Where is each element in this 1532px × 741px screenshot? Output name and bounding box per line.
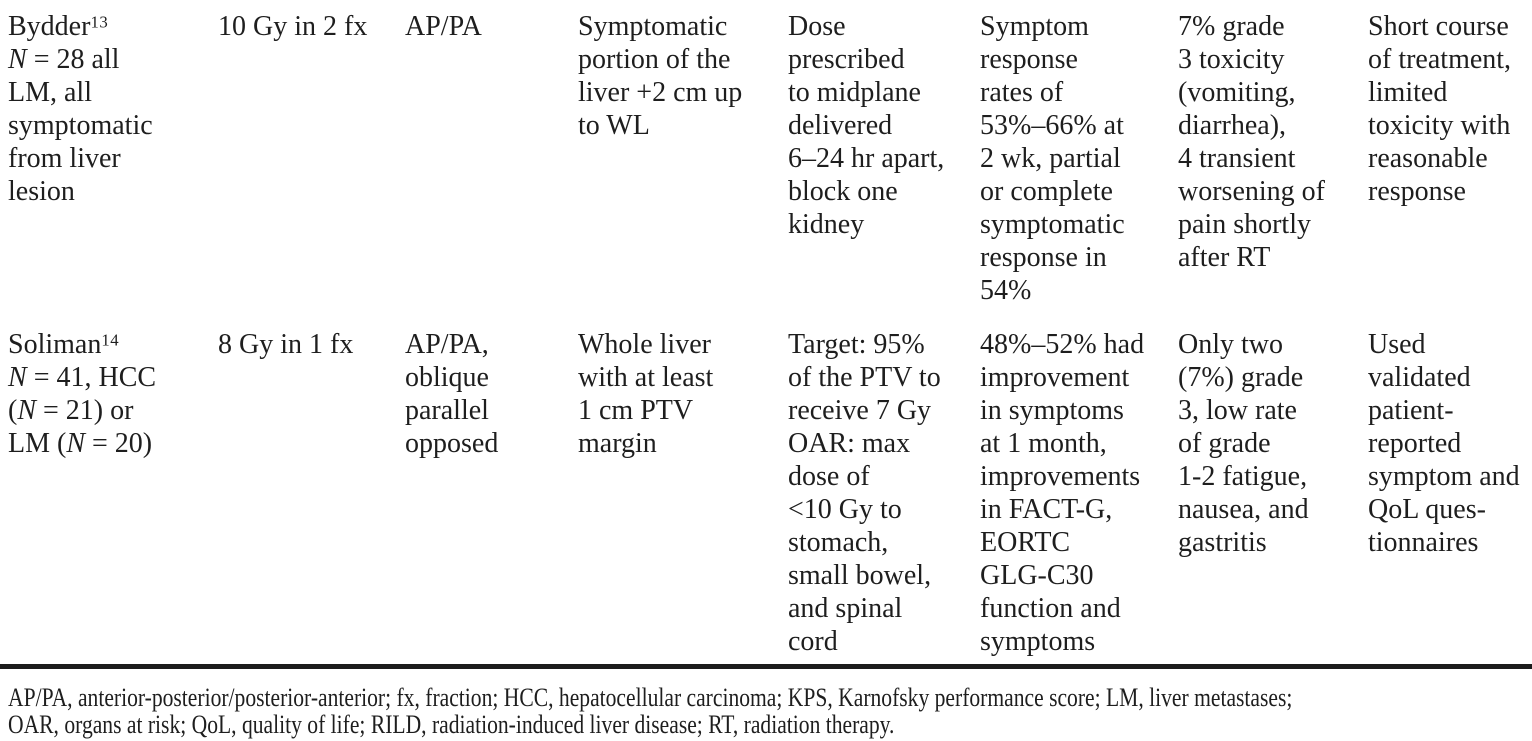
study-cell: Bydder13 N = 28 all LM, all symptomatic fr… [0, 0, 218, 328]
table-row-soliman: Soliman14 N = 41, HCC (N = 21) or LM (N = 2… [0, 328, 1532, 658]
n-variable: N [66, 428, 86, 459]
comments-cell: Short course of treatment, limited toxic… [1368, 0, 1532, 328]
prescription-cell: Target: 95% of the PTV to receive 7 Gy O… [788, 328, 980, 658]
cell-text: Dose prescribed to midplane delivered 6–… [788, 11, 945, 240]
n-count-text: = 28 all [26, 44, 120, 75]
toxicity-cell: 7% grade 3 toxicity (vomiting, diarrhea)… [1178, 0, 1368, 328]
cell-text: 7% grade 3 toxicity (vomiting, diarrhea)… [1178, 11, 1325, 273]
table-row-bydder: Bydder13 N = 28 all LM, all symptomatic fr… [0, 0, 1532, 328]
footnote-text-block: AP/PA, anterior-posterior/posterior-ante… [8, 684, 1532, 738]
comments-cell: Used validated patient- reported symptom… [1368, 328, 1532, 658]
study-author: Soliman [8, 329, 102, 360]
n-variable: N [8, 44, 27, 75]
toxicity-cell: Only two (7%) grade 3, low rate of grade… [1178, 328, 1368, 658]
n-count-text: = 41, HCC [26, 362, 157, 393]
n-variable: N [8, 362, 27, 393]
study-author: Bydder [8, 11, 91, 42]
cell-text: 48%–52% had improvement in symptoms at 1… [980, 329, 1145, 657]
outcomes-cell: 48%–52% had improvement in symptoms at 1… [980, 328, 1178, 658]
outcomes-cell: Symptom response rates of 53%–66% at 2 w… [980, 0, 1178, 328]
study-cell: Soliman14 N = 41, HCC (N = 21) or LM (N = 2… [0, 328, 218, 658]
cell-text: Whole liver with at least 1 cm PTV margi… [578, 329, 714, 459]
cell-text: Symptom response rates of 53%–66% at 2 w… [980, 11, 1125, 306]
study-description: LM, all symptomatic from liver lesion [8, 77, 153, 207]
cell-text: 8 Gy in 1 fx [218, 329, 354, 360]
n-count-text: = 20) [85, 428, 153, 459]
dose-fractionation-cell: 8 Gy in 1 fx [218, 328, 405, 658]
cell-text: Used validated patient- reported symptom… [1368, 329, 1520, 558]
cell-text: 10 Gy in 2 fx [218, 11, 368, 42]
n-count-text: = 21) or [36, 395, 134, 426]
footnote-abbreviations-line-1: AP/PA, anterior-posterior/posterior-ante… [8, 683, 1293, 712]
lm-text: LM ( [8, 428, 67, 459]
cell-text: Target: 95% of the PTV to receive 7 Gy O… [788, 329, 941, 657]
paren-text: ( [8, 395, 18, 426]
cell-text: AP/PA [405, 11, 482, 42]
prescription-cell: Dose prescribed to midplane delivered 6–… [788, 0, 980, 328]
footnote-abbreviations-line-2: OAR, organs at risk; QoL, quality of lif… [8, 710, 895, 739]
technique-cell: AP/PA, oblique parallel opposed [405, 328, 578, 658]
study-table: Bydder13 N = 28 all LM, all symptomatic fr… [0, 0, 1532, 658]
n-variable: N [17, 395, 37, 426]
reference-superscript: 14 [101, 330, 120, 350]
footnote-section: AP/PA, anterior-posterior/posterior-ante… [0, 664, 1532, 738]
cell-text: AP/PA, oblique parallel opposed [405, 329, 499, 459]
reference-superscript: 13 [90, 12, 109, 32]
technique-cell: AP/PA [405, 0, 578, 328]
cell-text: Only two (7%) grade 3, low rate of grade… [1178, 329, 1309, 558]
cell-text: Symptomatic portion of the liver +2 cm u… [578, 11, 743, 141]
target-volume-cell: Symptomatic portion of the liver +2 cm u… [578, 0, 788, 328]
dose-fractionation-cell: 10 Gy in 2 fx [218, 0, 405, 328]
cell-text: Short course of treatment, limited toxic… [1368, 11, 1512, 207]
target-volume-cell: Whole liver with at least 1 cm PTV margi… [578, 328, 788, 658]
